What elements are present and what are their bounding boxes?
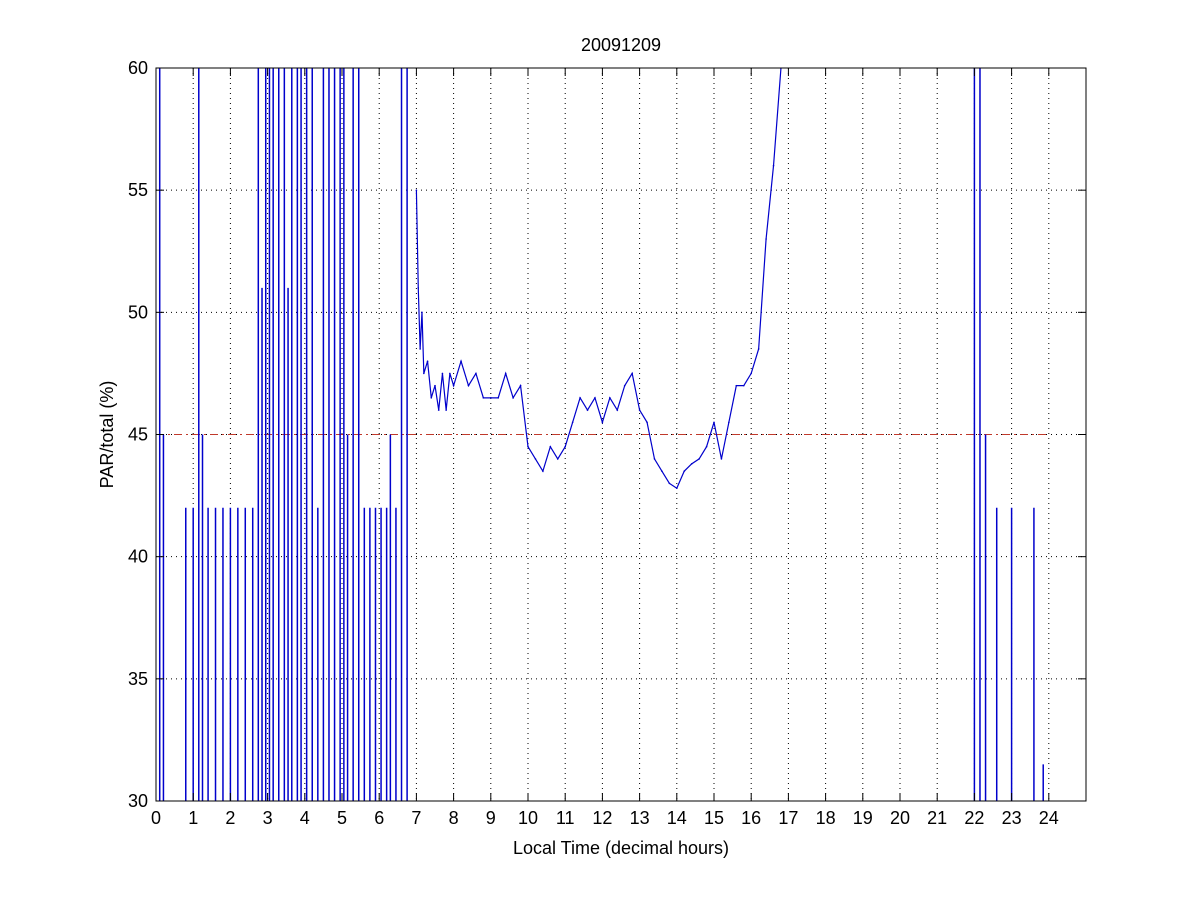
series-point <box>542 470 544 472</box>
series-point <box>430 397 433 399</box>
series-point <box>452 384 455 387</box>
series-point <box>564 445 566 448</box>
series-point <box>623 384 626 387</box>
series-point <box>556 458 559 460</box>
series-point <box>750 372 752 375</box>
series-point <box>415 189 418 191</box>
x-tick-label: 0 <box>151 808 161 828</box>
x-tick-label: 24 <box>1039 808 1059 828</box>
series-point <box>437 409 440 411</box>
series-point <box>417 287 420 289</box>
series-point <box>638 409 641 411</box>
x-tick-label: 19 <box>853 808 873 828</box>
series-point <box>579 397 581 399</box>
series-point <box>527 445 529 448</box>
y-tick-label: 50 <box>128 302 148 322</box>
y-tick-label: 40 <box>128 547 148 567</box>
y-tick-label: 35 <box>128 669 148 689</box>
series-point <box>705 445 708 448</box>
grid-layer <box>156 68 1086 801</box>
series-point <box>728 421 730 424</box>
x-tick-label: 16 <box>741 808 761 828</box>
series-point <box>720 458 723 460</box>
series-point <box>765 238 767 240</box>
x-tick-label: 9 <box>486 808 496 828</box>
series-point <box>512 397 514 399</box>
x-tick-label: 15 <box>704 808 724 828</box>
series-point <box>742 384 745 387</box>
series-point <box>519 384 522 387</box>
x-tick-label: 21 <box>927 808 947 828</box>
x-tick-label: 13 <box>630 808 650 828</box>
y-axis-label: PAR/total (%) <box>97 381 117 489</box>
x-tick-label: 12 <box>592 808 612 828</box>
series-point <box>419 348 421 350</box>
series-point <box>668 482 671 485</box>
series-point <box>467 384 470 387</box>
series-line <box>415 68 782 490</box>
series-point <box>441 372 444 375</box>
x-tick-label: 10 <box>518 808 538 828</box>
x-tick-label: 1 <box>188 808 198 828</box>
series-point <box>690 463 693 465</box>
series-point <box>594 397 596 399</box>
series-point <box>571 421 574 424</box>
x-tick-label: 11 <box>556 808 575 828</box>
series-point <box>735 384 738 387</box>
x-tick-label: 17 <box>778 808 798 828</box>
series-point <box>449 372 451 375</box>
series-point <box>601 421 604 424</box>
series-point <box>460 360 462 363</box>
series-point <box>646 421 648 424</box>
x-axis-label: Local Time (decimal hours) <box>513 838 729 858</box>
series-point <box>490 397 492 399</box>
series-point <box>482 397 485 399</box>
x-tick-label: 6 <box>374 808 384 828</box>
y-tick-label: 30 <box>128 791 148 811</box>
series-point <box>549 445 552 448</box>
series-point <box>475 372 477 375</box>
x-tick-label: 14 <box>667 808 687 828</box>
x-tick-label: 5 <box>337 808 347 828</box>
x-tick-label: 20 <box>890 808 910 828</box>
series-point <box>631 372 633 375</box>
series-point <box>497 397 500 399</box>
x-tick-label: 2 <box>225 808 235 828</box>
y-tick-label: 55 <box>128 180 148 200</box>
series-point <box>676 487 678 490</box>
series-point <box>698 458 700 460</box>
x-tick-label: 4 <box>300 808 310 828</box>
x-tick-label: 3 <box>263 808 273 828</box>
series-point <box>772 164 775 167</box>
series-point <box>504 372 507 375</box>
y-tick-label: 60 <box>128 58 148 78</box>
series-point <box>534 458 537 460</box>
series-point <box>423 372 425 375</box>
series-point <box>713 421 715 424</box>
x-tick-label: 22 <box>964 808 984 828</box>
series-point <box>426 360 429 363</box>
y-tick-label: 45 <box>128 425 148 445</box>
x-tick-label: 18 <box>816 808 836 828</box>
series-point <box>445 409 447 411</box>
series-point <box>653 458 656 460</box>
series-point <box>661 470 663 472</box>
series-point <box>586 409 589 411</box>
series-point <box>609 397 611 399</box>
series-point <box>421 311 423 314</box>
x-tick-label: 23 <box>1002 808 1022 828</box>
x-tick-label: 8 <box>449 808 459 828</box>
chart-title: 20091209 <box>581 35 661 55</box>
x-tick-label: 7 <box>411 808 421 828</box>
series-point <box>757 348 760 350</box>
series-point <box>616 409 619 411</box>
tick-layer: 0 1 2 3 4 5 6 7 8 9 10 11 12 13 14 15 16 17 18 19 20 21 22 23 24… <box>128 58 1086 828</box>
series-point <box>683 470 686 472</box>
series-point <box>434 384 436 387</box>
